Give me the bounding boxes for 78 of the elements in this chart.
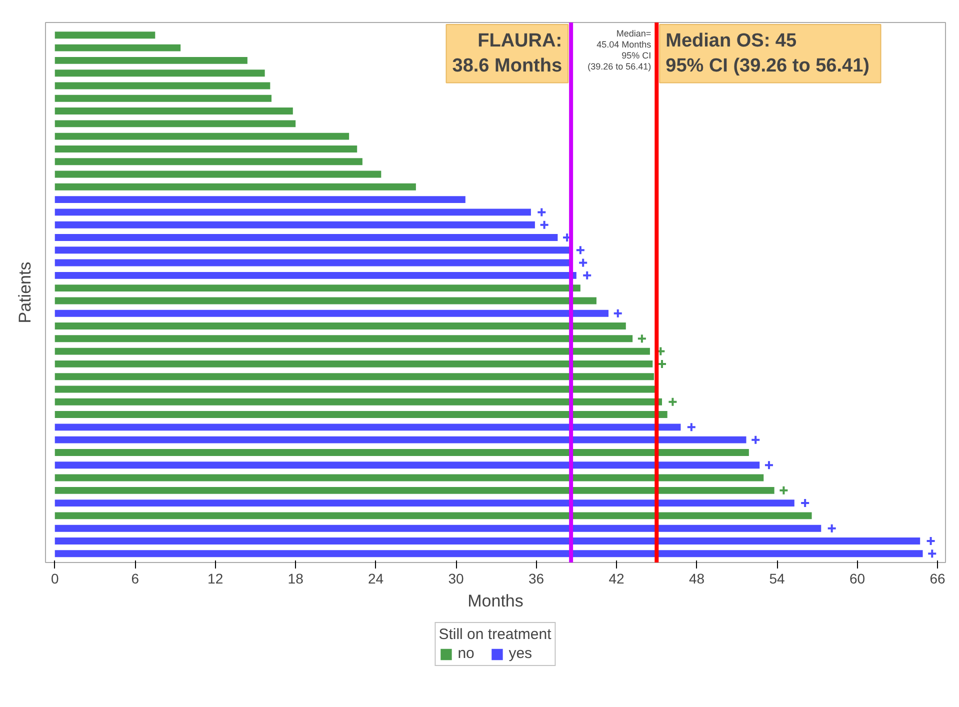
point bbox=[800, 498, 810, 508]
bar bbox=[54, 322, 626, 330]
bar bbox=[54, 360, 653, 368]
bar bbox=[54, 132, 350, 140]
bar bbox=[54, 44, 181, 52]
point bbox=[778, 485, 789, 496]
bar bbox=[54, 56, 248, 64]
legend-label: yes bbox=[508, 645, 532, 662]
bar bbox=[54, 436, 746, 444]
bar bbox=[54, 221, 535, 228]
bar bbox=[54, 486, 774, 494]
x-tick-label: 54 bbox=[769, 570, 785, 586]
x-tick-label: 66 bbox=[930, 570, 946, 586]
bar bbox=[54, 82, 270, 90]
ref-line-label: Median OS: 45 95% CI (39.26 to 56.41) bbox=[666, 30, 870, 77]
bar bbox=[54, 246, 570, 254]
ref-line-label: FLAURA: 38.6 Months bbox=[452, 30, 562, 77]
bar bbox=[54, 550, 923, 558]
bar bbox=[54, 158, 362, 166]
bar bbox=[54, 196, 466, 204]
x-tick-label: 48 bbox=[688, 570, 705, 586]
bar bbox=[54, 259, 570, 266]
bar bbox=[54, 272, 576, 279]
bar bbox=[54, 284, 580, 292]
bar bbox=[54, 538, 920, 544]
bar bbox=[54, 411, 668, 418]
bar bbox=[54, 512, 812, 520]
x-tick-label: 60 bbox=[849, 570, 866, 586]
bar bbox=[54, 170, 382, 178]
bar bbox=[54, 297, 596, 304]
annotation: Median= 45.04 Months 95% CI (39.26 to 56.41) bbox=[588, 28, 652, 72]
bar bbox=[54, 94, 272, 102]
bar bbox=[54, 398, 662, 406]
bar bbox=[54, 348, 650, 355]
bar bbox=[54, 386, 657, 393]
point bbox=[668, 396, 678, 407]
bar bbox=[54, 145, 358, 152]
x-tick-label: 12 bbox=[208, 570, 224, 586]
x-tick-label: 18 bbox=[288, 570, 304, 586]
x-tick-label: 30 bbox=[448, 570, 464, 586]
bar bbox=[54, 32, 156, 39]
bar bbox=[54, 120, 296, 128]
point bbox=[926, 536, 936, 546]
bar bbox=[54, 524, 822, 532]
x-tick-label: 0 bbox=[50, 570, 59, 586]
point bbox=[750, 434, 761, 445]
bar bbox=[54, 70, 265, 77]
bar bbox=[54, 183, 416, 190]
y-axis-title: Patients bbox=[16, 262, 34, 324]
legend-label: no bbox=[458, 645, 476, 662]
point bbox=[575, 245, 586, 256]
x-tick-label: 42 bbox=[608, 570, 625, 586]
bar bbox=[54, 500, 794, 507]
point bbox=[536, 207, 547, 218]
bar bbox=[54, 373, 654, 380]
x-tick-label: 36 bbox=[528, 570, 544, 586]
x-tick-label: 6 bbox=[131, 570, 140, 586]
bar bbox=[54, 310, 608, 317]
bar bbox=[54, 208, 531, 216]
x-tick-label: 24 bbox=[368, 570, 384, 586]
point bbox=[578, 258, 588, 268]
point bbox=[686, 422, 696, 432]
point bbox=[764, 460, 774, 470]
bar bbox=[54, 335, 633, 342]
point bbox=[539, 220, 550, 230]
point bbox=[826, 523, 837, 534]
bar bbox=[54, 474, 764, 482]
bar bbox=[54, 424, 681, 431]
point bbox=[612, 308, 623, 318]
legend-title: Still on treatment bbox=[438, 626, 552, 643]
bar bbox=[54, 449, 749, 456]
x-axis-title: Months bbox=[468, 592, 524, 610]
point bbox=[636, 334, 647, 344]
point bbox=[582, 270, 592, 280]
bar bbox=[54, 234, 558, 241]
bar bbox=[54, 108, 293, 114]
bar bbox=[54, 462, 760, 469]
point bbox=[927, 548, 938, 559]
